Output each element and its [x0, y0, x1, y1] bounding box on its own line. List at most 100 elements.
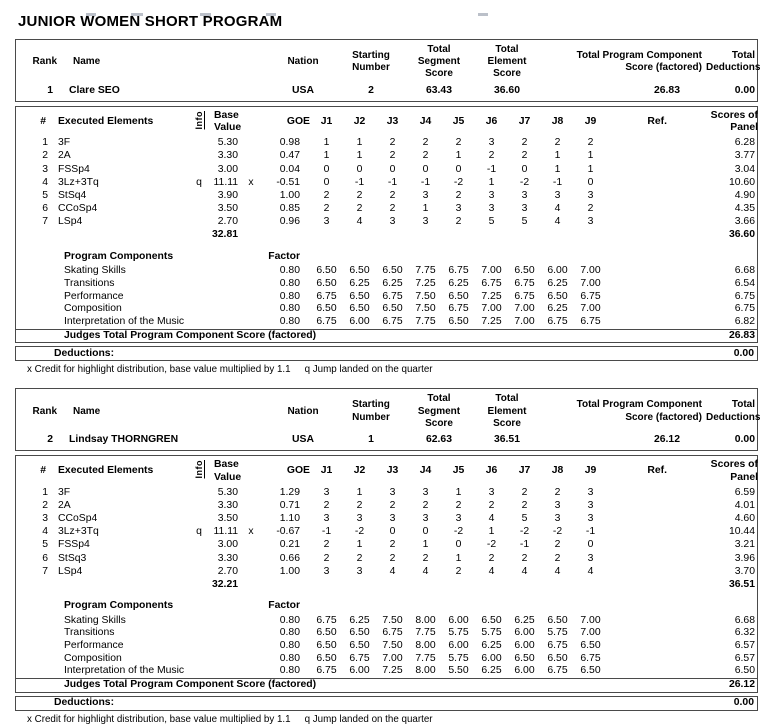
element-x-credit [242, 500, 260, 513]
element-number: 1 [42, 137, 48, 149]
element-base-value: 3.50 [217, 203, 238, 215]
judge-score-j4: 3 [422, 512, 429, 524]
element-base-value: 3.50 [217, 512, 238, 524]
element-name: StSq3 [58, 552, 87, 564]
judge-score-j4: 7.75 [415, 652, 436, 664]
rank-header: Rank [32, 405, 57, 417]
name-header: Name [73, 56, 101, 68]
component-factor: 0.80 [279, 265, 300, 277]
component-factor: 0.80 [279, 652, 300, 664]
judge-score-j6: 4 [488, 565, 495, 577]
rank-value: 1 [47, 84, 53, 96]
components-body: Skating Skills 0.80 6.50 6.50 6.50 7.75 6.75 7.… [16, 265, 758, 329]
judge-score-j4: 7.50 [415, 303, 436, 315]
deductions-total-value: 0.00 [733, 696, 754, 708]
score-detail-table: # Executed Elements Info Base Value GOE … [16, 107, 758, 343]
judge-score-j3: 6.75 [382, 290, 403, 302]
judge-score-j8: 6.50 [547, 614, 568, 626]
element-goe: -0.67 [276, 526, 300, 538]
judge-score-j9: 3 [587, 216, 594, 228]
element-name: FSSp4 [58, 163, 90, 175]
element-name: 3Lz+3Tq [58, 526, 99, 538]
summary-value-row: 2 Lindsay THORNGREN USA 1 62.63 36.51 26… [16, 433, 758, 450]
judge-score-j8: 3 [554, 499, 561, 511]
skater-name: Lindsay THORNGREN [69, 434, 179, 446]
judges-total-label: Judges Total Program Component Score (fa… [16, 328, 607, 343]
executed-elements-header: Executed Elements [58, 465, 154, 477]
element-goe: 1.10 [279, 512, 300, 524]
judge-score-j2: 6.50 [349, 265, 370, 277]
judge-score-j8: 2 [554, 539, 561, 551]
judge-score-j6: 7.25 [481, 290, 502, 302]
judges-total-row: Judges Total Program Component Score (fa… [16, 328, 758, 343]
judge-score-j2: 6.50 [349, 627, 370, 639]
judge-col-header-j9: J9 [584, 115, 597, 127]
judge-score-j2: 6.50 [349, 303, 370, 315]
element-base-value: 2.70 [217, 565, 238, 577]
element-goe: 0.04 [279, 163, 300, 175]
component-row: Performance 0.80 6.75 6.50 6.75 7.50 6.50 7.25 6… [16, 291, 758, 304]
score-detail-table: # Executed Elements Info Base Value GOE … [16, 456, 758, 692]
judge-score-j8: 6.75 [547, 640, 568, 651]
judge-score-j3: 6.50 [382, 303, 403, 315]
judge-score-j7: 6.25 [514, 614, 535, 626]
element-score-value: 36.60 [493, 84, 520, 96]
judge-score-j9: 6.75 [580, 290, 601, 302]
element-base-value: 11.11 [213, 526, 238, 538]
component-factor: 0.80 [279, 277, 300, 289]
element-goe: 1.00 [279, 189, 300, 201]
judge-score-j5: 6.00 [448, 614, 469, 626]
element-info-flag [186, 137, 212, 150]
segment-score-header: Total Segment Score [417, 393, 461, 429]
elements-body: 1 3F 5.30 1.29 3 1 3 3 1 3 2 2 3 6.59 2 2A 3.30 0.71 2 2 2 2 2… [16, 486, 758, 578]
judge-score-j6: 3 [488, 189, 495, 201]
judge-score-j8: -1 [552, 176, 563, 188]
judge-col-header-j9: J9 [584, 465, 597, 477]
element-panel-score: 4.35 [734, 203, 755, 215]
judge-score-j9: 7.00 [580, 303, 601, 315]
judge-score-j7: 6.00 [514, 665, 535, 677]
element-number: 5 [42, 539, 48, 551]
element-row: 7 LSp4 2.70 1.00 3 3 4 4 2 4 4 4 4 3.70 [16, 565, 758, 578]
element-panel-score: 4.01 [734, 499, 755, 511]
judge-score-j6: 3 [488, 486, 495, 498]
element-row: 7 LSp4 2.70 0.96 3 4 3 3 2 5 5 4 3 3.66 [16, 216, 758, 229]
judge-score-j1: 2 [323, 203, 330, 215]
judge-score-j1: 3 [323, 565, 330, 577]
cropped-text-artifact [200, 13, 211, 16]
element-x-credit [242, 137, 260, 150]
element-row: 6 CCoSp4 3.50 0.85 2 2 2 1 3 3 3 4 2 4.35 [16, 203, 758, 216]
element-base-value: 2.70 [217, 216, 238, 228]
judge-score-j3: 4 [389, 565, 396, 577]
element-info-flag [186, 486, 212, 499]
judge-score-j4: 1 [422, 539, 429, 551]
judge-score-j6: 2 [488, 552, 495, 564]
component-score-header: Total Program Component Score (factored) [576, 50, 702, 74]
goe-header: GOE [286, 465, 310, 477]
judge-score-j5: 0 [455, 163, 462, 175]
x-credit-note: x Credit for highlight distribution, bas… [27, 364, 291, 376]
component-factor: 0.80 [279, 303, 300, 315]
element-base-value: 3.30 [217, 552, 238, 564]
judge-score-j3: 2 [389, 203, 396, 215]
judge-score-j2: 6.00 [349, 665, 370, 677]
judge-col-header-j3: J3 [386, 465, 399, 477]
judge-score-j7: -2 [519, 176, 530, 188]
element-number: 4 [42, 526, 48, 538]
component-panel-score: 6.50 [734, 665, 755, 677]
element-row: 6 StSq3 3.30 0.66 2 2 2 2 1 2 2 2 3 3.96 [16, 552, 758, 565]
judge-score-j7: -1 [519, 539, 530, 551]
deductions-total-value: 0.00 [733, 347, 754, 359]
judges-total-value: 26.12 [667, 678, 758, 692]
judge-score-j1: 2 [323, 539, 330, 551]
element-ref [607, 190, 667, 203]
element-goe: 1.00 [279, 565, 300, 577]
judge-score-j8: 6.00 [547, 265, 568, 277]
judges-total-value: 26.83 [667, 328, 758, 343]
element-info-flag [186, 500, 212, 513]
judge-score-j4: 3 [422, 486, 429, 498]
component-row: Interpretation of the Music 0.80 6.75 6.00 6… [16, 316, 758, 329]
element-base-value: 11.11 [213, 176, 238, 188]
element-score-total: 36.60 [728, 229, 755, 241]
judge-score-j5: -2 [453, 176, 464, 188]
